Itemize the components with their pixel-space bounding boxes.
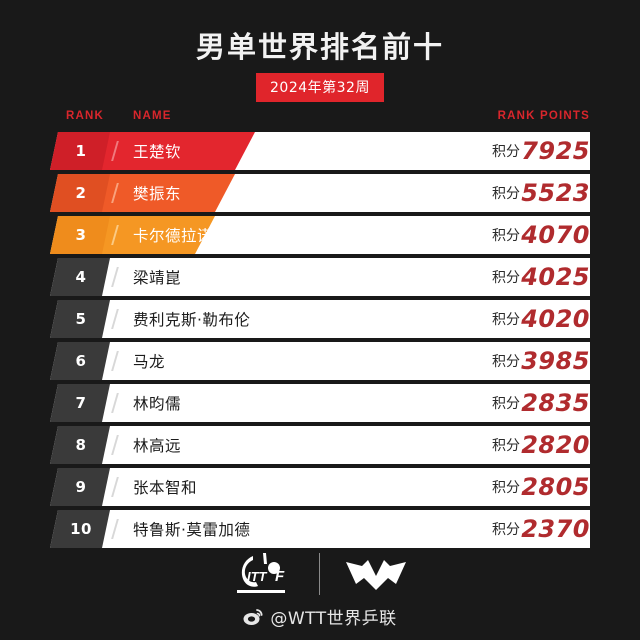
points-label: 积分 (492, 522, 520, 538)
column-header-points: RANK POINTS (497, 110, 590, 122)
points-label: 积分 (492, 480, 520, 496)
points-label: 积分 (492, 396, 520, 412)
player-name: 林高远 (133, 437, 182, 455)
table-row[interactable]: 9 张本智和 积分 2805 (0, 468, 640, 506)
player-name: 费利克斯·勒布伦 (133, 311, 251, 329)
table-row[interactable]: 5 费利克斯·勒布伦 积分 4020 (0, 300, 640, 338)
row-plate (50, 510, 590, 548)
rank-block: 10 (50, 510, 110, 548)
points-label: 积分 (492, 228, 520, 244)
table-row[interactable]: 6 马龙 积分 3985 (0, 342, 640, 380)
points-value: 5523 (521, 179, 590, 207)
row-plate (50, 468, 590, 506)
rank-number: 3 (75, 226, 87, 244)
rank-block: 9 (50, 468, 110, 506)
page-title: 男单世界排名前十 (195, 30, 444, 64)
table-row[interactable]: 8 林高远 积分 2820 (0, 426, 640, 464)
rank-number: 10 (70, 520, 92, 538)
week-badge-container: 2024年第32周 (0, 73, 640, 102)
points-value: 2370 (521, 515, 590, 543)
ittf-logo-icon: ITT F (236, 553, 285, 593)
player-name: 马龙 (133, 353, 166, 371)
table-row[interactable]: 7 林昀儒 积分 2835 (0, 384, 640, 422)
points-value: 2835 (521, 389, 590, 417)
points-label: 积分 (492, 144, 520, 160)
rank-block: 5 (50, 300, 110, 338)
column-headers: RANK NAME RANK POINTS (0, 110, 640, 126)
points-value: 3985 (521, 347, 590, 375)
wtt-logo-icon (345, 560, 406, 590)
svg-text:F: F (275, 568, 285, 585)
points-label: 积分 (492, 270, 520, 286)
player-name: 王楚钦 (133, 143, 182, 161)
ranking-list: 1 王楚钦 积分 7925 2 樊振东 积分 5523 3 卡尔德拉诺 积分 4070 4 梁靖崑 积分 40… (0, 132, 640, 552)
rank-number: 7 (75, 394, 87, 412)
player-name: 梁靖崑 (133, 269, 182, 287)
rank-number: 9 (75, 478, 87, 496)
rank-number: 5 (75, 310, 87, 328)
table-row[interactable]: 10 特鲁斯·莫雷加德 积分 2370 (0, 510, 640, 548)
weibo-icon (243, 608, 263, 625)
points-label: 积分 (492, 312, 520, 328)
svg-text:ITT: ITT (247, 569, 268, 584)
week-badge: 2024年第32周 (256, 73, 384, 102)
rank-number: 8 (75, 436, 87, 454)
player-name: 樊振东 (133, 185, 182, 203)
points-label: 积分 (492, 186, 520, 202)
weibo-handle: @WTT世界乒联 (0, 604, 640, 629)
logo-row: ITT F (0, 548, 640, 600)
rank-block: 8 (50, 426, 110, 464)
rank-number: 4 (75, 268, 87, 286)
rank-number: 2 (75, 184, 87, 202)
points-value: 2805 (521, 473, 590, 501)
rank-block: 7 (50, 384, 110, 422)
player-name: 特鲁斯·莫雷加德 (133, 521, 251, 539)
row-plate (50, 342, 590, 380)
rank-block: 3 (50, 216, 110, 254)
logo-divider (318, 553, 320, 595)
weibo-handle-text: @WTT世界乒联 (270, 609, 397, 629)
points-value: 2820 (521, 431, 590, 459)
table-row[interactable]: 3 卡尔德拉诺 积分 4070 (0, 216, 640, 254)
rank-block: 2 (50, 174, 110, 212)
points-value: 4070 (521, 221, 590, 249)
points-value: 4025 (521, 263, 590, 291)
column-header-name: NAME (133, 110, 172, 122)
row-plate (50, 300, 590, 338)
row-plate (50, 258, 590, 296)
rank-block: 4 (50, 258, 110, 296)
points-label: 积分 (492, 354, 520, 370)
rank-number: 6 (75, 352, 87, 370)
points-label: 积分 (492, 438, 520, 454)
rank-number: 1 (75, 142, 87, 160)
player-name: 林昀儒 (133, 395, 182, 413)
player-name: 张本智和 (133, 479, 198, 497)
table-row[interactable]: 2 樊振东 积分 5523 (0, 174, 640, 212)
row-plate (50, 426, 590, 464)
row-plate (50, 384, 590, 422)
rank-block: 6 (50, 342, 110, 380)
footer: ITT F @WTT世界乒联 (0, 548, 640, 629)
player-name: 卡尔德拉诺 (133, 227, 214, 245)
table-row[interactable]: 1 王楚钦 积分 7925 (0, 132, 640, 170)
table-row[interactable]: 4 梁靖崑 积分 4025 (0, 258, 640, 296)
rank-block: 1 (50, 132, 110, 170)
points-value: 4020 (521, 305, 590, 333)
column-header-rank: RANK (66, 110, 105, 122)
points-value: 7925 (521, 137, 590, 165)
